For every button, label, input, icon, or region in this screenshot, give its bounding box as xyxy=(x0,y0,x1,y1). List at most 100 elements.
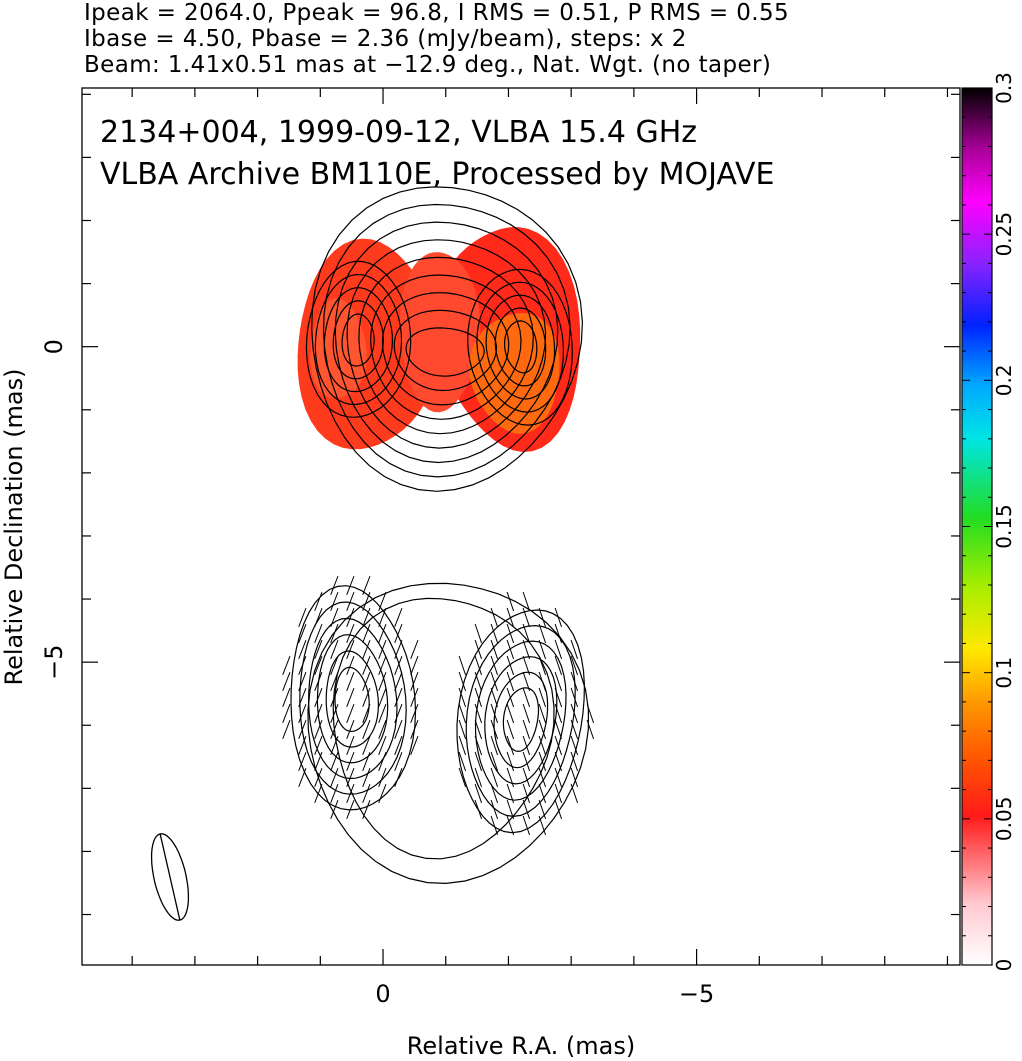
evpa-tick xyxy=(314,607,323,627)
evpa-tick xyxy=(554,639,563,660)
evpa-tick xyxy=(394,719,403,739)
evpa-tick xyxy=(458,703,467,724)
evpa-tick xyxy=(554,799,563,820)
polarized-intensity-contour xyxy=(456,609,586,834)
evpa-tick xyxy=(410,735,419,755)
evpa-tick xyxy=(314,623,323,643)
evpa-tick xyxy=(362,735,371,755)
evpa-tick xyxy=(506,607,515,628)
evpa-tick xyxy=(490,799,499,820)
evpa-tick xyxy=(346,703,355,723)
plot-frame xyxy=(81,87,961,966)
evpa-tick xyxy=(394,639,403,659)
colorbar-tick-label: 0.05 xyxy=(992,797,1016,842)
evpa-tick xyxy=(362,687,371,707)
intensity-contour xyxy=(314,274,403,406)
evpa-tick xyxy=(554,607,563,628)
evpa-tick xyxy=(506,591,515,612)
evpa-tick xyxy=(490,767,499,788)
evpa-tick xyxy=(346,591,355,611)
evpa-tick xyxy=(474,639,483,660)
beam-ellipse xyxy=(150,833,190,921)
evpa-tick xyxy=(330,799,339,819)
evpa-tick xyxy=(410,687,419,707)
evpa-tick xyxy=(522,639,531,660)
evpa-tick xyxy=(346,719,355,739)
evpa-tick xyxy=(490,607,499,628)
evpa-tick xyxy=(346,751,355,771)
intensity-contour xyxy=(494,307,547,387)
evpa-tick xyxy=(282,671,291,691)
evpa-tick xyxy=(522,655,531,676)
evpa-tick xyxy=(346,687,355,707)
intensity-contour xyxy=(323,287,394,393)
beam-major-axis xyxy=(159,833,181,921)
evpa-tick xyxy=(298,751,307,771)
evpa-tick xyxy=(298,623,307,643)
evpa-tick xyxy=(522,735,531,756)
evpa-tick xyxy=(282,719,291,739)
evpa-tick xyxy=(298,767,307,787)
polarized-intensity-contour xyxy=(307,582,590,885)
evpa-tick xyxy=(506,623,515,644)
evpa-tick xyxy=(298,607,307,627)
evpa-tick xyxy=(346,767,355,787)
evpa-tick xyxy=(330,719,339,739)
evpa-tick xyxy=(394,735,403,755)
evpa-tick xyxy=(506,687,515,708)
evpa-tick xyxy=(346,607,355,627)
evpa-tick xyxy=(410,655,419,675)
evpa-tick xyxy=(298,735,307,755)
evpa-tick xyxy=(474,655,483,676)
evpa-tick xyxy=(314,703,323,723)
evpa-tick xyxy=(538,735,547,756)
evpa-tick xyxy=(378,623,387,643)
evpa-tick xyxy=(282,703,291,723)
evpa-tick xyxy=(394,703,403,723)
evpa-tick xyxy=(506,767,515,788)
evpa-tick xyxy=(330,687,339,707)
evpa-tick xyxy=(330,655,339,675)
evpa-tick xyxy=(282,655,291,675)
evpa-tick xyxy=(522,623,531,644)
evpa-tick xyxy=(410,671,419,691)
evpa-tick xyxy=(522,783,531,804)
evpa-tick xyxy=(394,655,403,675)
polarized-intensity-contour xyxy=(332,597,555,860)
evpa-tick xyxy=(362,607,371,627)
evpa-tick xyxy=(378,639,387,659)
evpa-tick xyxy=(490,623,499,644)
evpa-tick xyxy=(346,799,355,819)
evpa-tick xyxy=(458,687,467,708)
polarized-intensity-contour xyxy=(325,650,380,748)
colorbar-tick-label: 0.2 xyxy=(992,364,1016,396)
evpa-tick xyxy=(394,671,403,691)
colorbar-ticks: 0 0.05 0.1 0.15 0.2 0.25 0.3 xyxy=(962,72,1016,971)
x-tick-label: 0 xyxy=(375,980,390,1008)
evpa-tick xyxy=(538,607,547,628)
evpa-tick xyxy=(330,751,339,771)
evpa-tick xyxy=(490,655,499,676)
evpa-tick xyxy=(570,767,579,788)
evpa-tick xyxy=(570,687,579,708)
evpa-tick xyxy=(362,799,371,819)
evpa-tick xyxy=(330,623,339,643)
evpa-tick xyxy=(538,671,547,692)
intensity-contour xyxy=(370,274,522,420)
evpa-tick xyxy=(586,719,595,740)
evpa-tick xyxy=(474,783,483,804)
evpa-tick xyxy=(314,591,323,611)
evpa-tick xyxy=(522,591,531,612)
evpa-tick xyxy=(490,751,499,772)
evpa-tick xyxy=(314,719,323,739)
evpa-tick xyxy=(570,671,579,692)
evpa-tick xyxy=(378,735,387,755)
polarized-intensity-contour xyxy=(474,640,567,801)
intensity-contour xyxy=(405,327,485,377)
chart-subtitle: VLBA Archive BM110E, Processed by MOJAVE xyxy=(100,157,775,192)
evpa-tick xyxy=(506,671,515,692)
evpa-tick xyxy=(362,671,371,691)
y-tick-label: 0 xyxy=(40,339,68,354)
evpa-tick xyxy=(458,735,467,756)
evpa-tick xyxy=(314,735,323,755)
